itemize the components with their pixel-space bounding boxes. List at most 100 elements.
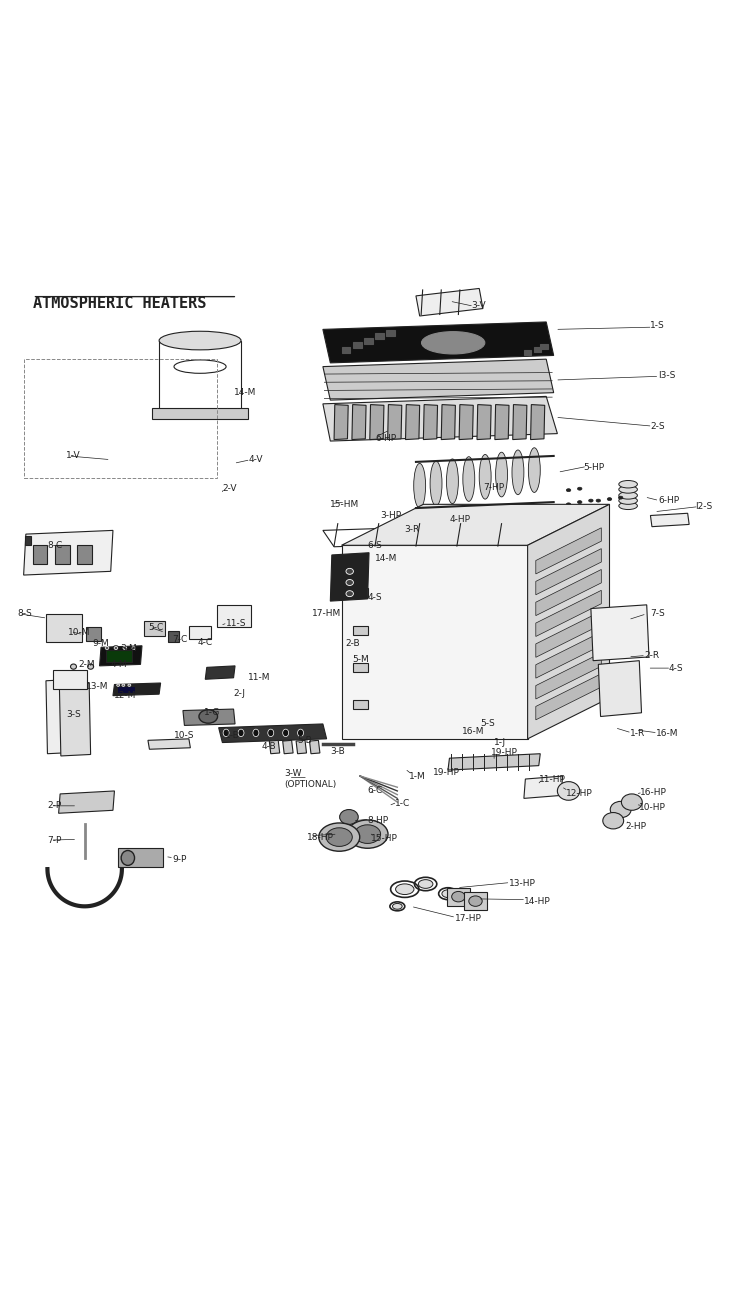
Text: 6-HP: 6-HP [658,496,679,505]
Text: 4-B: 4-B [262,742,277,751]
Bar [352,626,368,635]
Bar [464,892,487,911]
Ellipse shape [392,903,402,909]
Text: 12-HP: 12-HP [566,788,592,798]
Text: 9-M: 9-M [92,639,109,648]
Text: 14-M: 14-M [375,555,398,564]
Text: 10-M: 10-M [68,627,91,637]
Polygon shape [591,605,649,661]
Text: 1-J: 1-J [494,738,506,747]
Text: 2-HP: 2-HP [626,822,646,831]
Ellipse shape [528,448,540,492]
Bar [46,613,82,642]
Polygon shape [536,527,602,574]
Polygon shape [59,683,91,756]
Ellipse shape [238,729,244,737]
Polygon shape [46,679,77,753]
Text: 4-V: 4-V [248,455,263,464]
Polygon shape [323,322,554,362]
Polygon shape [650,513,689,526]
Ellipse shape [496,452,508,498]
Text: 8-S: 8-S [18,609,32,618]
Ellipse shape [578,500,582,504]
Ellipse shape [452,891,465,902]
Bar [118,848,163,866]
Ellipse shape [114,647,118,650]
Ellipse shape [122,685,124,686]
Text: 11-HP: 11-HP [538,776,566,785]
Ellipse shape [283,729,289,737]
Text: 5-HP: 5-HP [584,462,604,472]
Ellipse shape [610,801,631,818]
Text: 11-S: 11-S [226,618,247,627]
Ellipse shape [346,579,353,586]
Polygon shape [406,404,420,439]
Bar [352,700,368,709]
Text: 10-S: 10-S [174,730,194,739]
Text: 14-M: 14-M [233,388,256,397]
Polygon shape [206,666,235,679]
Bar [352,342,362,348]
Text: 3-V: 3-V [472,301,487,310]
Text: 3-B: 3-B [330,747,345,756]
Text: I3-S: I3-S [658,372,675,381]
Polygon shape [296,740,307,753]
Ellipse shape [578,487,582,490]
Ellipse shape [619,481,638,488]
Polygon shape [334,404,348,439]
Ellipse shape [268,729,274,737]
Polygon shape [323,396,557,442]
Ellipse shape [123,647,127,650]
Text: 13-M: 13-M [86,682,109,691]
Ellipse shape [479,455,491,499]
Ellipse shape [122,851,134,865]
Polygon shape [459,404,473,439]
Polygon shape [536,548,602,595]
Ellipse shape [622,794,642,811]
Ellipse shape [442,890,454,898]
Text: 13-HP: 13-HP [509,879,536,889]
Polygon shape [183,709,235,725]
Polygon shape [58,791,115,813]
Bar [540,344,548,349]
Bar [352,662,368,672]
Bar [55,546,70,564]
Polygon shape [219,724,326,743]
Ellipse shape [596,499,601,503]
Text: 4-S: 4-S [368,592,382,601]
Polygon shape [448,753,540,770]
Bar [106,651,131,662]
Ellipse shape [117,685,120,686]
Text: 5-C: 5-C [148,622,164,631]
Text: 14-HP: 14-HP [524,896,550,905]
Polygon shape [536,611,602,657]
Text: 3-R: 3-R [405,525,420,534]
Bar [375,333,384,339]
Ellipse shape [608,498,612,500]
Ellipse shape [446,459,458,504]
Ellipse shape [619,503,638,509]
Polygon shape [269,740,280,753]
Text: 3-HP: 3-HP [380,511,401,520]
Bar [364,338,373,343]
Polygon shape [323,359,554,400]
Bar [352,588,368,598]
Bar [341,347,350,353]
Ellipse shape [355,825,380,843]
Ellipse shape [298,729,304,737]
Bar [152,408,248,420]
Ellipse shape [414,464,425,508]
Polygon shape [113,683,160,696]
Polygon shape [598,661,641,717]
Bar [159,340,241,414]
Bar [524,351,531,356]
Text: 15-HM: 15-HM [330,500,359,509]
Bar [168,631,179,642]
Text: 6-HP: 6-HP [375,434,396,443]
Text: 12-M: 12-M [115,691,136,700]
Text: 16-M: 16-M [656,729,679,738]
Text: 19-HP: 19-HP [491,748,518,757]
Bar [23,359,218,478]
Text: 9-P: 9-P [172,855,187,864]
Ellipse shape [70,664,76,669]
